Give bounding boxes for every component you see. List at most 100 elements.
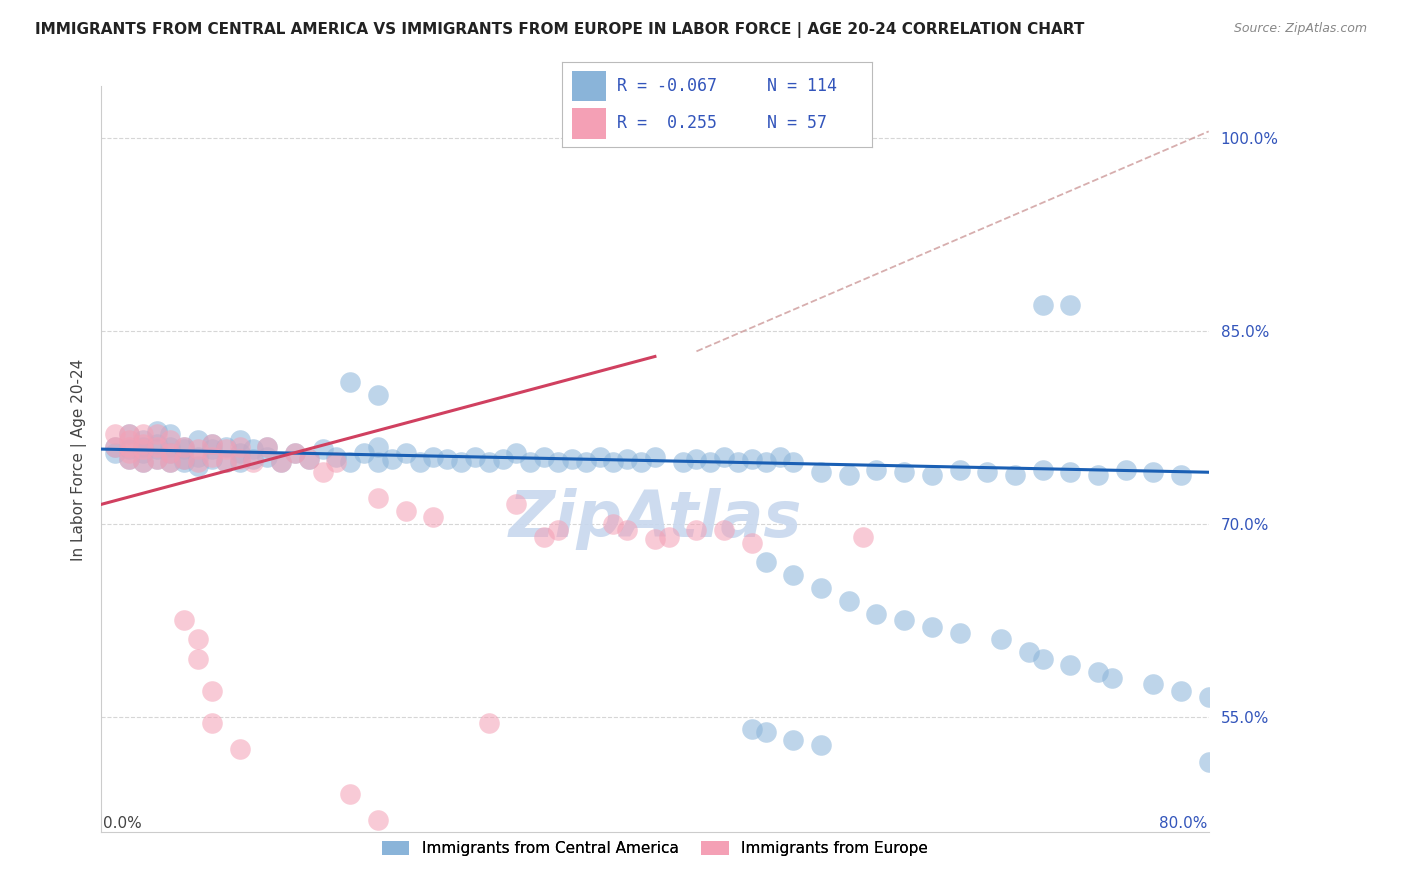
Point <box>602 516 624 531</box>
Point <box>145 442 167 456</box>
Point <box>1032 652 1054 666</box>
Bar <box>572 71 606 102</box>
Point <box>118 452 141 467</box>
Point <box>325 455 347 469</box>
Legend: Immigrants from Central America, Immigrants from Europe: Immigrants from Central America, Immigra… <box>375 835 934 862</box>
Text: R =  0.255: R = 0.255 <box>616 114 717 132</box>
Point <box>201 716 224 731</box>
Point <box>1087 665 1109 679</box>
Point <box>491 452 513 467</box>
Point <box>256 440 278 454</box>
Point <box>505 446 527 460</box>
Bar <box>572 108 606 139</box>
Point <box>948 463 970 477</box>
Point <box>381 452 404 467</box>
Point <box>173 452 195 467</box>
Point <box>699 455 721 469</box>
Text: N = 114: N = 114 <box>766 78 837 95</box>
Point <box>131 455 153 469</box>
Point <box>201 452 224 467</box>
Point <box>131 433 153 447</box>
Point <box>741 723 763 737</box>
Point <box>242 452 264 467</box>
Point <box>159 455 181 469</box>
Point <box>173 452 195 467</box>
Point <box>104 440 127 454</box>
Point <box>616 523 638 537</box>
Point <box>810 465 832 479</box>
Point <box>187 652 209 666</box>
Point <box>782 455 804 469</box>
Point <box>533 530 555 544</box>
Point <box>256 450 278 464</box>
Point <box>533 450 555 464</box>
Point <box>616 452 638 467</box>
Point <box>215 442 238 456</box>
Point <box>145 452 167 467</box>
Text: ZipAtlas: ZipAtlas <box>508 488 801 550</box>
Point <box>173 613 195 627</box>
Point <box>118 442 141 456</box>
Point <box>367 455 389 469</box>
Point <box>145 440 167 454</box>
Point <box>201 684 224 698</box>
Text: Source: ZipAtlas.com: Source: ZipAtlas.com <box>1233 22 1367 36</box>
Point <box>325 450 347 464</box>
Point <box>131 440 153 454</box>
Point <box>131 442 153 456</box>
Point <box>367 388 389 402</box>
Point <box>187 632 209 647</box>
Point <box>741 452 763 467</box>
Point <box>893 613 915 627</box>
Point <box>339 787 361 801</box>
Point <box>1032 298 1054 312</box>
Point <box>921 619 943 633</box>
Point <box>228 741 250 756</box>
Point <box>159 455 181 469</box>
Point <box>228 440 250 454</box>
Point <box>741 536 763 550</box>
Point <box>1059 298 1081 312</box>
Point <box>131 426 153 441</box>
Text: N = 57: N = 57 <box>766 114 827 132</box>
Point <box>478 455 501 469</box>
Point <box>865 463 887 477</box>
Point <box>948 626 970 640</box>
Point <box>422 450 444 464</box>
Point <box>436 452 458 467</box>
Point <box>547 523 569 537</box>
Point <box>658 530 681 544</box>
Point <box>727 455 749 469</box>
Point <box>228 455 250 469</box>
Point <box>367 813 389 827</box>
Point <box>810 581 832 595</box>
Point <box>1198 755 1220 769</box>
Point <box>367 440 389 454</box>
Point <box>865 607 887 621</box>
Point <box>215 455 238 469</box>
Point <box>1032 463 1054 477</box>
Point <box>367 491 389 505</box>
Point <box>422 510 444 524</box>
Y-axis label: In Labor Force | Age 20-24: In Labor Force | Age 20-24 <box>72 359 87 560</box>
Point <box>990 632 1012 647</box>
Text: IMMIGRANTS FROM CENTRAL AMERICA VS IMMIGRANTS FROM EUROPE IN LABOR FORCE | AGE 2: IMMIGRANTS FROM CENTRAL AMERICA VS IMMIG… <box>35 22 1084 38</box>
Point <box>713 450 735 464</box>
Point <box>1059 465 1081 479</box>
Point <box>395 446 418 460</box>
Point <box>1142 465 1164 479</box>
Point <box>173 440 195 454</box>
Point <box>118 433 141 447</box>
Point <box>1101 671 1123 685</box>
Point <box>561 452 583 467</box>
Point <box>270 455 292 469</box>
Point <box>228 446 250 460</box>
Point <box>270 455 292 469</box>
Point <box>782 732 804 747</box>
Point <box>242 455 264 469</box>
Point <box>228 452 250 467</box>
Point <box>685 523 707 537</box>
Point <box>118 440 141 454</box>
Point <box>893 465 915 479</box>
Point <box>755 455 778 469</box>
